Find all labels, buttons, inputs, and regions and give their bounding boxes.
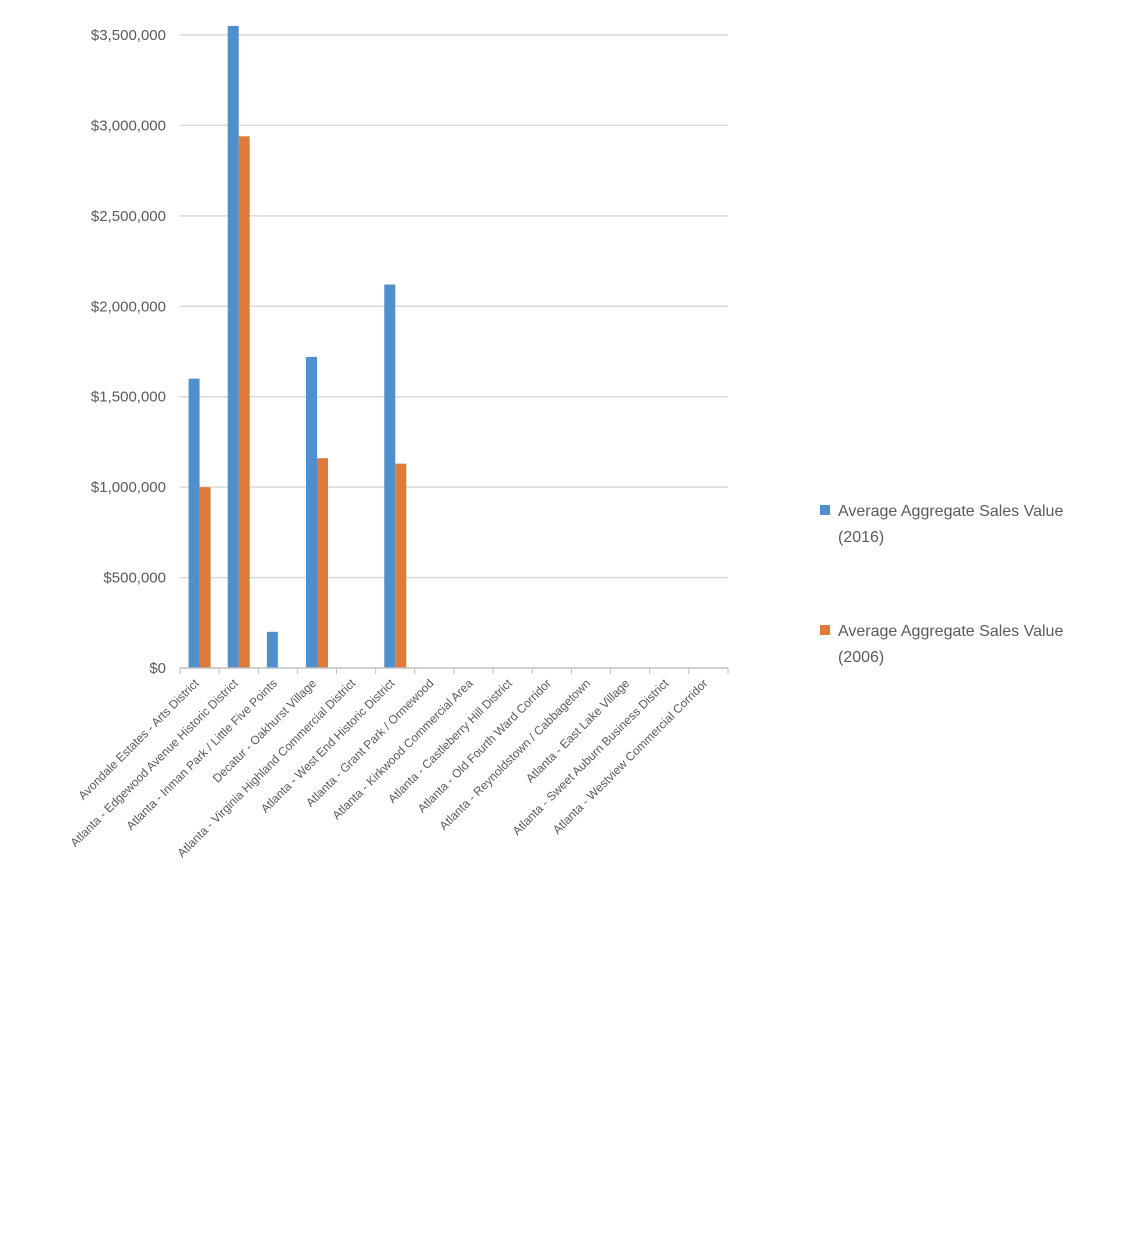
y-tick-label: $3,500,000 bbox=[91, 27, 166, 44]
x-tick-label: Atlanta - Inman Park / Little Five Point… bbox=[123, 676, 280, 833]
legend-label: Average Aggregate Sales Value (2006) bbox=[838, 623, 1063, 666]
bar-1-1 bbox=[188, 378, 200, 668]
bar-1-4 bbox=[306, 356, 317, 668]
x-axis bbox=[179, 667, 729, 674]
grid-lines bbox=[180, 34, 728, 579]
bars bbox=[188, 25, 407, 668]
y-tick-label: $1,000,000 bbox=[91, 479, 166, 496]
x-tick-label: Atlanta - Kirkwood Commercial Area bbox=[329, 676, 475, 822]
bar-1-3 bbox=[266, 631, 278, 668]
bar-2-2 bbox=[238, 136, 250, 668]
y-tick-label: $2,000,000 bbox=[91, 298, 166, 315]
bar-2-6 bbox=[395, 463, 407, 668]
y-axis-ticks: $0 $500,000 $1,000,000 $1,500,000 $2,000,000… bbox=[91, 27, 166, 677]
bar-1-2 bbox=[227, 25, 239, 668]
legend: Average Aggregate Sales Value (2016) Avera… bbox=[820, 503, 1063, 666]
x-tick-label: Atlanta - Virginia Highland Commercial D… bbox=[175, 676, 359, 860]
x-axis-ticks: Avondale Estates - Arts DistrictAtlanta … bbox=[67, 676, 710, 860]
y-tick-label: $500,000 bbox=[103, 570, 166, 587]
legend-label: Average Aggregate Sales Value (2016) bbox=[838, 503, 1063, 546]
y-tick-label: $1,500,000 bbox=[91, 389, 166, 406]
y-tick-label: $3,000,000 bbox=[91, 117, 166, 134]
bar-2-1 bbox=[199, 487, 211, 668]
bar-1-6 bbox=[384, 284, 396, 668]
legend-swatch bbox=[820, 625, 830, 635]
y-tick-label: $2,500,000 bbox=[91, 208, 166, 225]
y-tick-label: $0 bbox=[149, 660, 166, 677]
bar-2-4 bbox=[317, 458, 328, 668]
legend-swatch bbox=[820, 505, 830, 515]
